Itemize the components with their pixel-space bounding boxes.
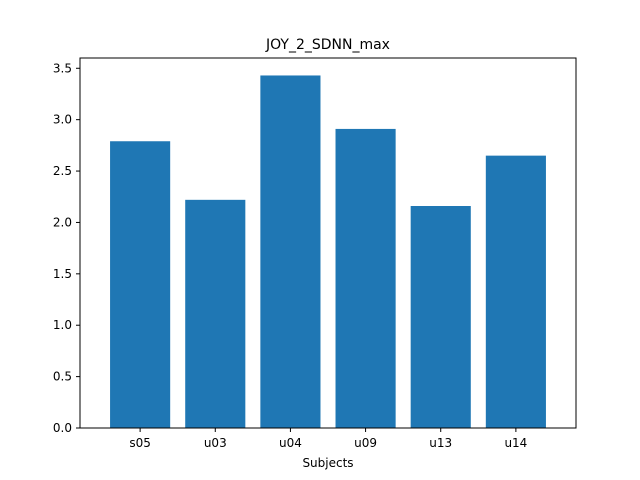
- y-axis-ticks: 0.0 0.5 1.0 1.5 2.0 2.5 3.0 3.5: [53, 61, 80, 435]
- bar-u03: [185, 199, 246, 428]
- bar-u04: [260, 75, 321, 428]
- y-tick-label: 3.5: [53, 61, 72, 75]
- x-axis-label: Subjects: [302, 456, 353, 470]
- y-tick-label: 1.0: [53, 318, 72, 332]
- plot-frame: [79, 57, 577, 429]
- x-tick-label: u14: [504, 436, 527, 450]
- y-tick-label: 2.0: [53, 215, 72, 229]
- y-tick-label: 0.0: [53, 421, 72, 435]
- y-tick-label: 2.5: [53, 164, 72, 178]
- x-tick-label: s05: [129, 436, 151, 450]
- bar-s05: [110, 141, 171, 428]
- x-tick-label: u13: [429, 436, 452, 450]
- chart-title: JOY_2_SDNN_max: [265, 37, 390, 53]
- y-tick-label: 3.0: [53, 113, 72, 127]
- bars-layer: [110, 75, 546, 429]
- y-tick-label: 1.5: [53, 267, 72, 281]
- x-tick-label: u09: [354, 436, 377, 450]
- bar-u13: [410, 206, 471, 428]
- x-tick-label: u04: [279, 436, 302, 450]
- bar-u14: [485, 155, 546, 428]
- y-tick-label: 0.5: [53, 370, 72, 384]
- x-tick-label: u03: [204, 436, 227, 450]
- bar-u09: [335, 128, 396, 429]
- x-axis-ticks: s05 u03 u04 u09 u13 u14: [129, 428, 527, 450]
